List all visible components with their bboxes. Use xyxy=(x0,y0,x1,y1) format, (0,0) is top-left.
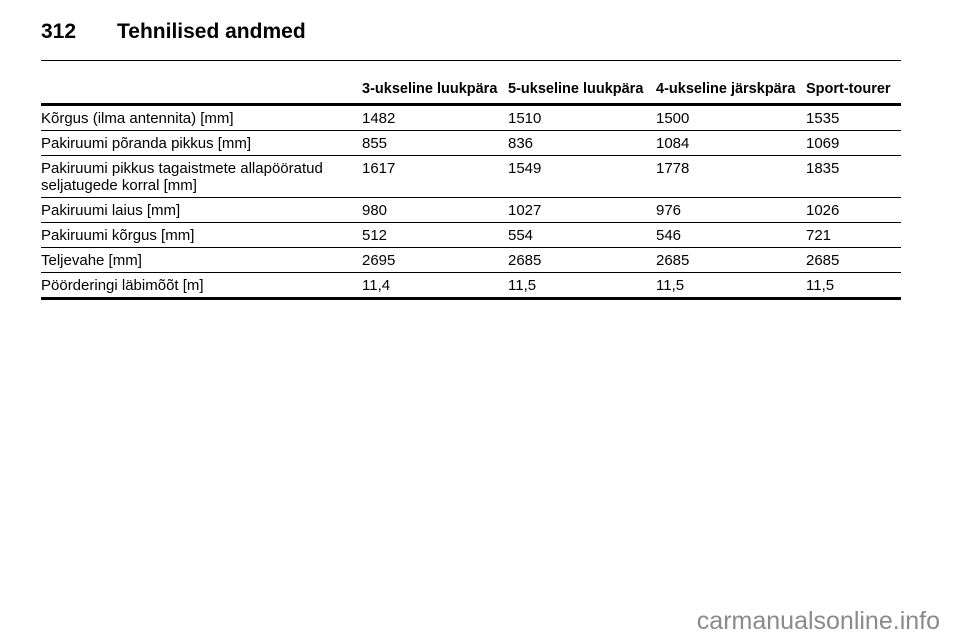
cell-value: 1482 xyxy=(362,104,508,131)
cell-value: 2685 xyxy=(508,247,656,273)
cell-value: 2695 xyxy=(362,247,508,273)
table-row: Kõrgus (ilma antennita) [mm] 1482 1510 1… xyxy=(41,104,901,131)
page-header: 312 Tehnilised andmed xyxy=(41,18,901,61)
cell-value: 1549 xyxy=(508,155,656,198)
cell-value: 512 xyxy=(362,222,508,248)
watermark-text: carmanualsonline.info xyxy=(696,607,940,635)
cell-value: 1069 xyxy=(806,130,901,156)
cell-value: 1778 xyxy=(656,155,806,198)
row-label: Pakiruumi laius [mm] xyxy=(41,197,362,223)
cell-value: 836 xyxy=(508,130,656,156)
cell-value: 1026 xyxy=(806,197,901,223)
row-label: Pakiruumi põranda pikkus [mm] xyxy=(41,130,362,156)
cell-value: 980 xyxy=(362,197,508,223)
cell-value: 1535 xyxy=(806,104,901,131)
header-cell-empty xyxy=(41,79,362,106)
section-title: Tehnilised andmed xyxy=(117,20,306,43)
cell-value: 2685 xyxy=(656,247,806,273)
cell-value: 721 xyxy=(806,222,901,248)
row-label: Kõrgus (ilma antennita) [mm] xyxy=(41,104,362,131)
cell-value: 2685 xyxy=(806,247,901,273)
table-row: Pakiruumi põranda pikkus [mm] 855 836 10… xyxy=(41,130,901,156)
table-row: Pakiruumi kõrgus [mm] 512 554 546 721 xyxy=(41,222,901,248)
cell-value: 1084 xyxy=(656,130,806,156)
cell-value: 1027 xyxy=(508,197,656,223)
cell-value: 1835 xyxy=(806,155,901,198)
cell-value: 855 xyxy=(362,130,508,156)
cell-value: 1510 xyxy=(508,104,656,131)
table-header-row: 3-ukseline luukpära 5-ukseline luukpära … xyxy=(41,79,901,106)
row-label: Teljevahe [mm] xyxy=(41,247,362,273)
header-cell-sports-tourer: Sport-tourer xyxy=(806,79,901,106)
dimensions-table: 3-ukseline luukpära 5-ukseline luukpära … xyxy=(41,79,901,300)
row-label: Pakiruumi kõrgus [mm] xyxy=(41,222,362,248)
row-label: Pakiruumi pikkus tagaistmete allapööratu… xyxy=(41,155,362,198)
table-row: Pakiruumi pikkus tagaistmete allapööratu… xyxy=(41,155,901,198)
cell-value: 11,5 xyxy=(806,272,901,300)
cell-value: 11,5 xyxy=(656,272,806,300)
header-cell-4-door-sedan: 4-ukseline järskpära xyxy=(656,79,806,106)
cell-value: 976 xyxy=(656,197,806,223)
table-row: Pakiruumi laius [mm] 980 1027 976 1026 xyxy=(41,197,901,223)
cell-value: 11,5 xyxy=(508,272,656,300)
cell-value: 546 xyxy=(656,222,806,248)
table-row: Teljevahe [mm] 2695 2685 2685 2685 xyxy=(41,247,901,273)
cell-value: 554 xyxy=(508,222,656,248)
cell-value: 1617 xyxy=(362,155,508,198)
cell-value: 11,4 xyxy=(362,272,508,300)
cell-value: 1500 xyxy=(656,104,806,131)
header-cell-5-door-hatchback: 5-ukseline luukpära xyxy=(508,79,656,106)
table-row: Pöörderingi läbimõõt [m] 11,4 11,5 11,5 … xyxy=(41,272,901,300)
header-cell-3-door-hatchback: 3-ukseline luukpära xyxy=(362,79,508,106)
page-number: 312 xyxy=(41,20,77,43)
row-label: Pöörderingi läbimõõt [m] xyxy=(41,272,362,300)
